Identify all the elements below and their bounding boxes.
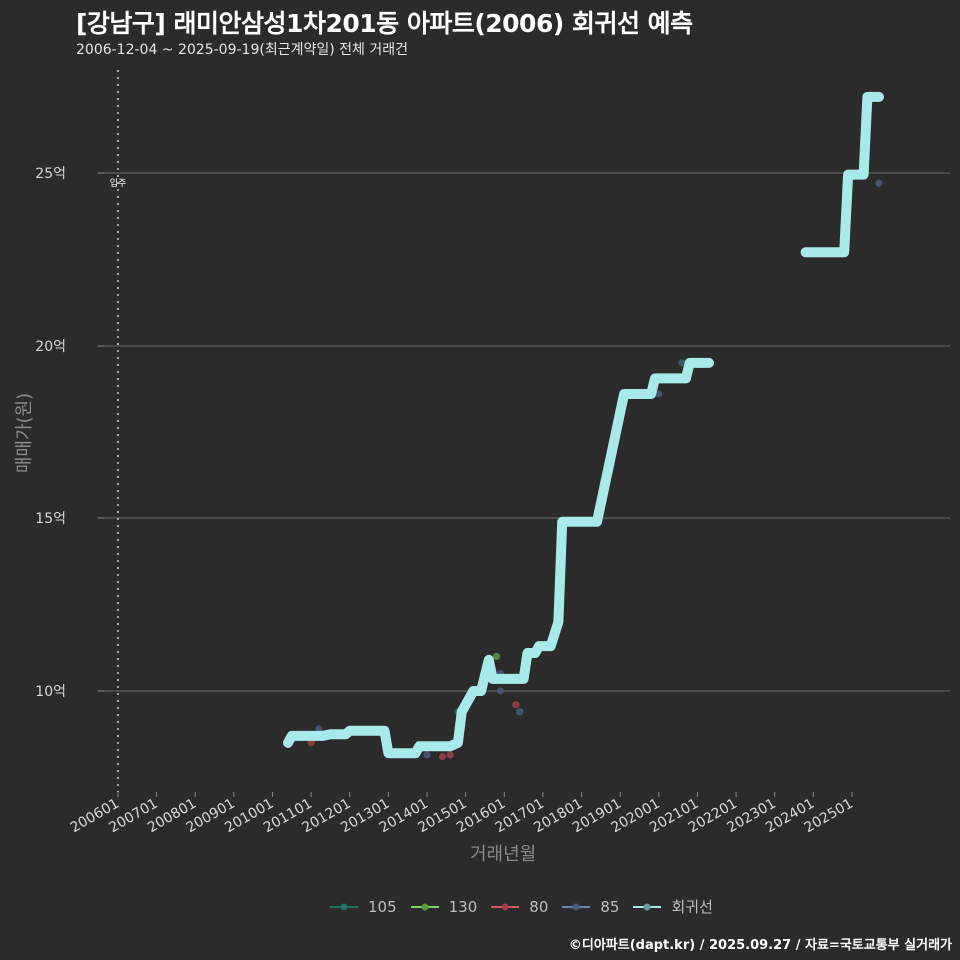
legend-key-icon (410, 903, 439, 910)
x-axis: 2006012007012008012009012010012011012012… (68, 792, 856, 836)
svg-text:입주: 입주 (110, 177, 127, 189)
legend-label: 회귀선 (671, 898, 713, 916)
legend-key-icon (562, 903, 591, 910)
chart-title: [강남구] 래미안삼성1차201동 아파트(2006) 회귀선 예측 (76, 9, 693, 38)
legend-item-regression[interactable]: 회귀선 (633, 896, 713, 917)
legend-label: 80 (529, 897, 549, 916)
chart-subtitle: 2006-12-04 ~ 2025-09-19(최근계약일) 전체 거래건 (76, 42, 408, 58)
legend-item-85[interactable]: 85 (562, 898, 619, 916)
footer-credit: ©디아파트(dapt.kr) / 2025.09.27 / 자료=국토교통부 실… (568, 938, 952, 953)
y-axis: 25억 20억 15억 10억 (35, 166, 104, 700)
x-axis-label: 거래년월 (470, 844, 537, 865)
legend-item-80[interactable]: 80 (491, 898, 548, 916)
y-axis-label: 매매가(원) (14, 392, 35, 474)
legend-item-105[interactable]: 105 (330, 898, 397, 916)
legend-item-130[interactable]: 130 (410, 897, 478, 916)
svg-text:10억: 10억 (35, 684, 66, 700)
legend: 105 130 80 85 회귀선 (330, 896, 713, 917)
svg-text:25억: 25억 (35, 166, 66, 182)
legend-key-icon (330, 903, 358, 910)
gridlines (104, 172, 950, 692)
svg-text:20억: 20억 (35, 339, 66, 355)
legend-key-icon (633, 903, 662, 910)
data-series (283, 91, 884, 761)
move-in-annotation: 입주 (110, 70, 127, 792)
legend-label: 130 (448, 897, 478, 916)
legend-label: 85 (600, 897, 620, 916)
legend-key-icon (491, 903, 520, 910)
svg-text:15억: 15억 (35, 511, 66, 527)
legend-label: 105 (368, 897, 397, 916)
